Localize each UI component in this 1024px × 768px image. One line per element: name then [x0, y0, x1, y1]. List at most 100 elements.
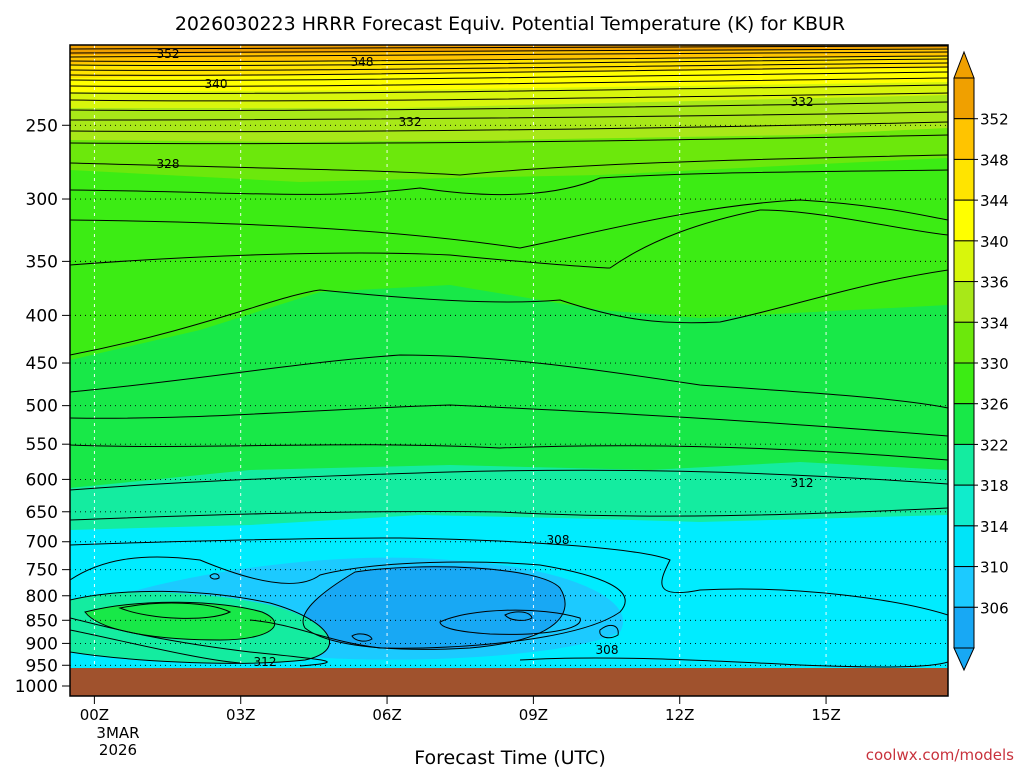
- colorbar-label: 306: [980, 599, 1009, 617]
- contour: [70, 134, 948, 145]
- contour: [351, 633, 373, 642]
- contour-label: 312: [791, 476, 814, 490]
- y-axis: 250 300 350 400 450 500 550 600 650 700 750 800 850 9…: [15, 116, 70, 697]
- contour-label: 312: [254, 655, 277, 669]
- colorbar-segment: [953, 525, 975, 568]
- colorbar-label: 330: [980, 355, 1009, 373]
- x-tick-label: 00Z: [80, 706, 109, 724]
- contour-label: 332: [791, 95, 814, 109]
- y-tick-label: 850: [26, 611, 58, 631]
- colorbar: 352 348 344 340 336 334 330 326 322 318 314 310 306: [953, 50, 1009, 672]
- plot-frame: [69, 44, 949, 697]
- contour: [70, 154, 948, 176]
- colorbar-segment: [953, 281, 975, 323]
- contour: [70, 209, 948, 269]
- y-tick-label: 600: [26, 470, 58, 490]
- contour: [504, 611, 533, 621]
- contour: [118, 602, 232, 619]
- x-tick-label: 12Z: [665, 706, 694, 724]
- y-tick-label: 750: [26, 561, 58, 581]
- contour-label: 308: [596, 643, 619, 657]
- contour: [70, 169, 948, 196]
- colorbar-label: 344: [980, 192, 1009, 210]
- x-tick-label: 06Z: [372, 706, 401, 724]
- contour-label: 332: [399, 115, 422, 129]
- contour: [70, 111, 948, 121]
- date-line-2: 2026: [99, 741, 137, 759]
- contour: [70, 507, 948, 521]
- chart-title: 2026030223 HRRR Forecast Equiv. Potentia…: [175, 13, 845, 35]
- colorbar-segment: [953, 77, 975, 120]
- contour: [70, 84, 948, 94]
- colorbar-label: 352: [980, 111, 1009, 129]
- colorbar-label: 334: [980, 314, 1009, 332]
- colorbar-segment: [953, 484, 975, 527]
- colorbar-segment: [953, 362, 975, 405]
- contour-label: 308: [547, 533, 570, 547]
- colorbar-segment: [953, 606, 975, 649]
- contour: [439, 609, 581, 635]
- y-tick-label: 950: [26, 656, 58, 676]
- contour-lines: [70, 45, 948, 668]
- contour: [70, 92, 948, 102]
- y-tick-label: 400: [26, 306, 58, 326]
- colorbar-label: 336: [980, 274, 1009, 292]
- x-tick-label: 09Z: [519, 706, 548, 724]
- y-tick-label: 450: [26, 354, 58, 374]
- y-tick-label: 350: [26, 252, 58, 272]
- contour: [70, 269, 948, 356]
- colorbar-bottom-arrow: [953, 647, 975, 672]
- colorbar-segment: [953, 158, 975, 201]
- y-tick-label: 550: [26, 435, 58, 455]
- contour: [599, 624, 619, 639]
- y-tick-label: 300: [26, 190, 58, 210]
- y-tick-label: 650: [26, 503, 58, 523]
- contour: [70, 354, 948, 409]
- y-tick-label: 500: [26, 397, 58, 417]
- contour: [519, 657, 948, 668]
- colorbar-label: 310: [980, 559, 1009, 577]
- colorbar-label: 340: [980, 233, 1009, 251]
- contour-label: 352: [157, 47, 180, 61]
- band-306-core: [303, 565, 566, 650]
- contour: [70, 404, 948, 437]
- contour: [70, 444, 948, 461]
- colorbar-segment: [953, 403, 975, 445]
- colorbar-segment: [953, 240, 975, 283]
- contour: [209, 573, 220, 580]
- contour: [70, 121, 948, 133]
- x-axis-label: Forecast Time (UTC): [414, 747, 605, 768]
- contour: [70, 77, 948, 87]
- x-tick-label: 03Z: [226, 706, 255, 724]
- contour: [70, 537, 948, 616]
- contour: [302, 566, 566, 650]
- contour: [70, 101, 948, 112]
- contour: [70, 469, 948, 491]
- contour: [70, 62, 948, 71]
- colorbar-label: 326: [980, 396, 1009, 414]
- y-tick-label: 1000: [15, 677, 58, 697]
- date-line-1: 3MAR: [96, 724, 139, 742]
- x-tick-label: 15Z: [811, 706, 840, 724]
- colorbar-segment: [953, 566, 975, 608]
- contour-label: 340: [205, 77, 228, 91]
- y-tick-label: 900: [26, 634, 58, 654]
- colorbar-segment: [953, 443, 975, 486]
- contour-labels: 352 348 340 332 332 328 312 308 312 308: [157, 47, 814, 669]
- contour: [70, 58, 948, 66]
- contour: [70, 66, 948, 76]
- contour: [70, 629, 241, 664]
- contour-label: 348: [351, 55, 374, 69]
- colorbar-top-arrow: [953, 50, 975, 79]
- colorbar-label: 318: [980, 477, 1009, 495]
- contour: [70, 55, 948, 62]
- credit-text: coolwx.com/models: [866, 746, 1014, 764]
- contour: [70, 199, 948, 249]
- colorbar-label: 322: [980, 436, 1009, 454]
- contour: [70, 617, 328, 667]
- y-tick-label: 700: [26, 533, 58, 553]
- colorbar-label: 348: [980, 151, 1009, 169]
- colorbar-segment: [953, 118, 975, 160]
- y-tick-label: 250: [26, 116, 58, 136]
